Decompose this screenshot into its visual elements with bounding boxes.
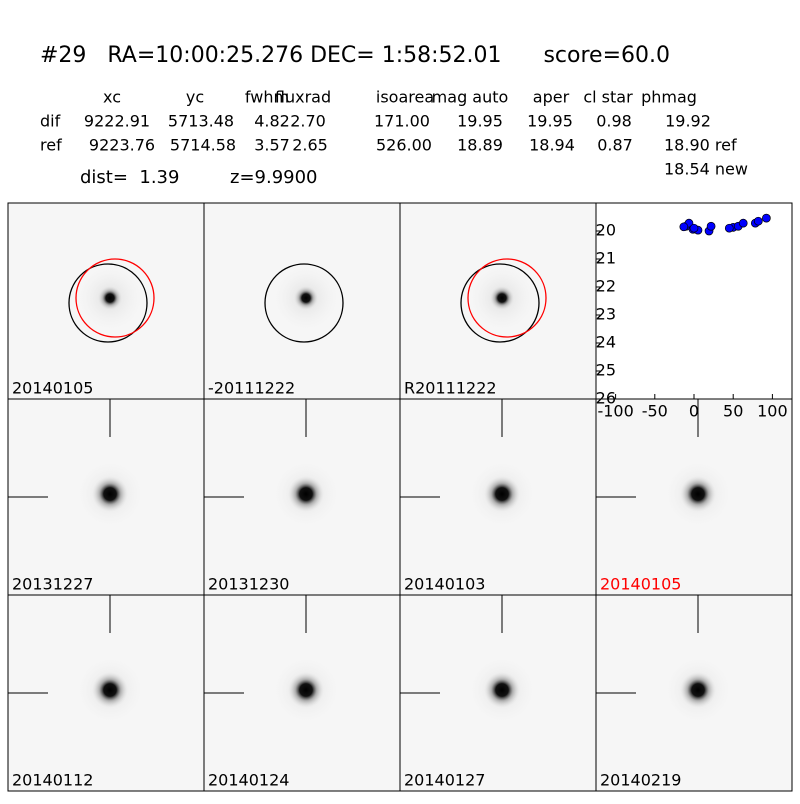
scatter-chart: 20 21 22 23 24 25 26-100 -50 0 50 100 <box>595 202 793 421</box>
aperture-ref <box>75 258 155 338</box>
x-tick-label: 0 <box>689 402 699 421</box>
row-label: ref <box>40 136 62 155</box>
point <box>738 218 748 228</box>
x-tick-label: 100 <box>757 402 788 421</box>
table-cell: 18.89 <box>457 136 503 155</box>
chart-frame <box>595 202 793 400</box>
panel-label: -20111222 <box>208 379 295 398</box>
star <box>98 286 122 310</box>
table-cell: 0.98 <box>596 112 632 131</box>
star <box>288 672 324 708</box>
point <box>689 223 699 233</box>
y-tick-label: 20 <box>596 221 616 240</box>
table-cell: 5713.48 <box>168 112 234 131</box>
y-tick-label: 25 <box>596 361 616 380</box>
star <box>484 672 520 708</box>
table-cell: 19.95 <box>457 112 503 131</box>
table-cell: 2.65 <box>292 136 328 155</box>
star <box>294 286 318 310</box>
point <box>724 223 734 233</box>
star <box>680 476 716 512</box>
x-tick-label: 50 <box>723 402 743 421</box>
table-cell: 4.82 <box>254 112 290 131</box>
point <box>753 216 763 226</box>
panel-label: 20140103 <box>404 575 485 594</box>
panel-label: 20131227 <box>12 575 93 594</box>
point <box>762 213 771 223</box>
y-tick-label: 23 <box>596 305 616 324</box>
panel-label: 20140124 <box>208 771 289 790</box>
panel-label: 20140105 <box>12 379 93 398</box>
table-cell: 19.92 <box>665 112 711 131</box>
title: #29 RA=10:00:25.276 DEC= 1:58:52.01 scor… <box>40 43 670 68</box>
panel-label: R20111222 <box>404 379 497 398</box>
star <box>92 476 128 512</box>
column-header: mag auto <box>432 88 509 107</box>
table-cell: 9222.91 <box>84 112 150 131</box>
column-header: xc <box>103 88 121 107</box>
row-label: dif <box>40 112 61 131</box>
table-cell: 18.90 ref <box>664 136 737 155</box>
x-tick-label: -50 <box>642 402 668 421</box>
panel-label: 20140219 <box>600 771 681 790</box>
column-header: isoarea <box>376 88 434 107</box>
table-cell: 9223.76 <box>89 136 155 155</box>
column-header: cl star <box>583 88 633 107</box>
y-tick-label: 22 <box>596 277 616 296</box>
point <box>679 222 689 232</box>
y-tick-label: 26 <box>596 389 616 408</box>
y-tick-label: 24 <box>596 333 616 352</box>
table-cell: 19.95 <box>527 112 573 131</box>
star <box>288 476 324 512</box>
column-header: yc <box>186 88 204 107</box>
star <box>680 672 716 708</box>
panel-label: 20131230 <box>208 575 289 594</box>
z-value: z=9.9900 <box>230 167 318 188</box>
table-cell: 18.94 <box>529 136 575 155</box>
table-cell: 2.70 <box>290 112 326 131</box>
aperture <box>68 263 148 343</box>
x-tick-label: -100 <box>597 402 633 421</box>
panel-label: 20140112 <box>12 771 93 790</box>
panel-label: 20140127 <box>404 771 485 790</box>
y-tick-label: 21 <box>596 249 616 268</box>
point <box>706 221 716 231</box>
table-cell: 3.57 <box>254 136 290 155</box>
aperture-ref <box>467 258 547 338</box>
aperture <box>460 263 540 343</box>
new-mag: 18.54 new <box>664 160 748 179</box>
panels: 20140105 -20111222 R20111222 20131227 201312… <box>7 202 793 792</box>
panel-label: 20140105 <box>600 575 681 594</box>
star <box>92 672 128 708</box>
dist: dist= 1.39 <box>80 167 179 188</box>
column-header: fluxrad <box>275 88 331 107</box>
column-header: phmag <box>641 88 697 107</box>
table-cell: 526.00 <box>376 136 432 155</box>
star <box>484 476 520 512</box>
column-header: fwhm <box>245 88 289 107</box>
table-cell: 171.00 <box>374 112 430 131</box>
table-cell: 5714.58 <box>170 136 236 155</box>
star <box>490 286 514 310</box>
table-cell: 0.87 <box>597 136 633 155</box>
column-header: aper <box>533 88 570 107</box>
aperture <box>264 263 344 343</box>
